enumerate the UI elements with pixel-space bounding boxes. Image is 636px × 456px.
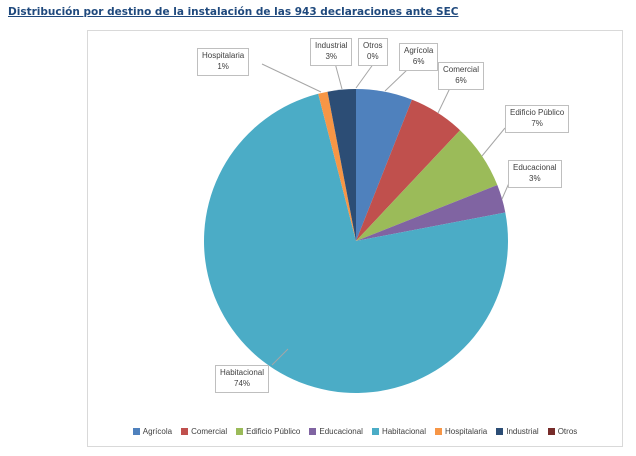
pie-slices [204,89,509,394]
legend-item-3: Educacional [309,427,363,436]
legend-label: Educacional [319,427,363,436]
pie-slice-5 [318,91,356,241]
pie-slice-0 [356,89,412,241]
legend-item-7: Otros [547,427,578,436]
chart-area: Agrícola 6% Comercial 6% Edificio Públic… [87,30,623,447]
pie-label-name: Otros [363,41,383,50]
legend-item-4: Habitacional [371,427,426,436]
pie-slice-2 [356,130,498,241]
legend-swatch [236,428,244,435]
pie-label-value: 6% [412,56,425,66]
pie-label-value: 6% [455,75,467,85]
leader-line-industrial [334,62,343,90]
pie-chart [204,62,510,394]
legend-swatch [181,428,189,435]
leader-line-hospitalaria [261,63,322,93]
pie-slice-6 [327,89,356,241]
pie-label-name: Hospitalaria [202,51,245,60]
pie-label-habitacional: Habitacional 74% [215,365,270,393]
pie-label-name: Edificio Público [510,108,565,117]
pie-label-edificio-publico: Edificio Público 7% [505,105,570,133]
pie-label-industrial: Industrial 3% [310,38,353,66]
pie-label-comercial: Comercial 6% [438,62,485,90]
legend-label: Hospitalaria [444,427,488,436]
leader-line-educacional [501,182,510,200]
pie-label-name: Comercial [443,65,480,74]
legend-label: Industrial [506,427,539,436]
legend-swatch [371,428,379,435]
leader-line-edificio-publico [481,127,506,157]
legend-label: Agrícola [142,427,173,436]
legend-label: Otros [557,427,578,436]
legend-item-6: Industrial [496,427,539,436]
pie-label-value: 0% [367,51,379,61]
pie-label-agricola: Agrícola 6% [399,43,439,71]
legend-swatch [547,428,555,435]
pie-slice-3 [356,185,506,241]
pie-label-value: 74% [234,378,251,388]
legend-item-1: Comercial [181,427,227,436]
leader-line-habitacional [271,348,289,366]
pie-label-otros: Otros 0% [358,38,388,66]
legend-label: Comercial [191,427,228,436]
legend-item-2: Edificio Público [236,427,300,436]
leader-lines [261,62,510,366]
chart-legend: Agrícola Comercial Edificio Público Educaci… [88,427,622,436]
leader-line-agricola [384,68,409,92]
pie-label-hospitalaria: Hospitalaria 1% [197,48,250,76]
pie-label-educacional: Educacional 3% [508,160,562,188]
legend-swatch [434,428,442,435]
pie-label-value: 3% [529,173,541,183]
leader-line-otros [355,62,375,89]
legend-item-5: Hospitalaria [434,427,488,436]
legend-swatch [496,428,504,435]
pie-label-value: 1% [217,61,229,71]
pie-label-name: Industrial [315,41,348,50]
pie-label-value: 3% [325,51,338,61]
legend-label: Edificio Público [246,427,301,436]
legend-item-0: Agrícola [132,427,173,436]
pie-label-name: Educacional [513,163,557,172]
pie-slice-4 [204,93,509,394]
leader-line-comercial [437,87,451,114]
legend-swatch [309,428,317,435]
pie-label-value: 7% [531,118,543,128]
legend-swatch [132,428,140,435]
pie-label-name: Habitacional [220,368,265,377]
pie-slice-1 [356,99,461,241]
pie-label-name: Agrícola [404,46,434,55]
legend-label: Habitacional [381,427,426,436]
page-title: Distribución por destino de la instalaci… [8,6,459,18]
